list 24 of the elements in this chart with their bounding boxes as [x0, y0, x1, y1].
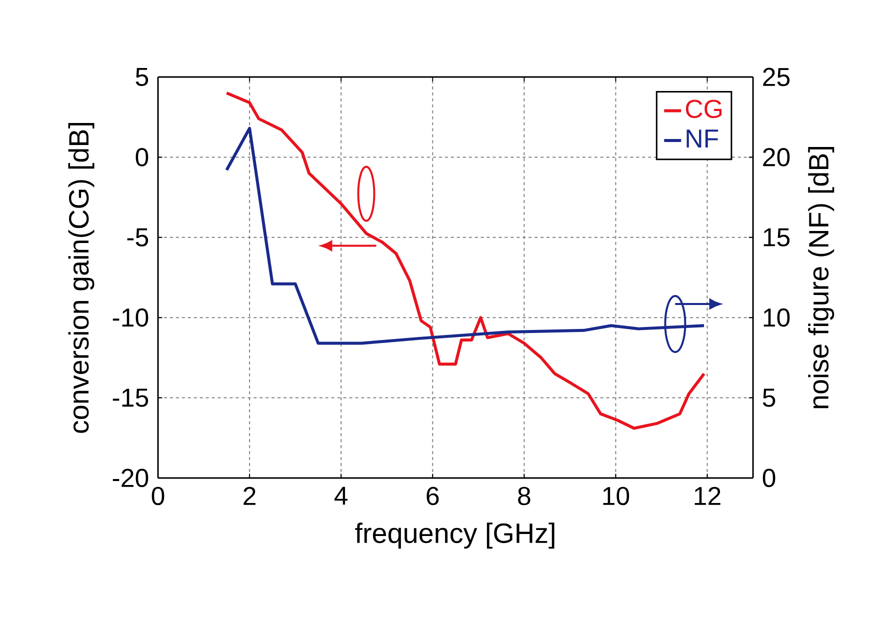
y2-tick-label: 25: [763, 68, 790, 86]
legend-label: CG: [686, 100, 722, 118]
x-tick-label: 8: [518, 486, 530, 506]
x-tick-label: 12: [694, 486, 720, 505]
y-tick-label: -5: [127, 228, 148, 246]
x-axis-title: frequency [GHz]: [355, 522, 554, 549]
y-tick-label: 0: [136, 148, 148, 166]
y-tick-label: 5: [136, 68, 148, 86]
y-axis-title: conversion gain(CG) [dB]: [68, 122, 94, 433]
y-tick-label: -10: [112, 308, 148, 327]
y-tick-label: -20: [112, 468, 148, 488]
x-tick-label: 10: [603, 486, 630, 506]
y2-tick-label: 10: [764, 308, 790, 327]
x-tick-label: 6: [426, 486, 439, 506]
x-tick-label: 0: [152, 486, 164, 506]
y2-tick-label: 20: [763, 148, 790, 166]
y2-tick-label: 0: [762, 468, 776, 488]
legend-label: NF: [686, 130, 718, 148]
x-tick-label: 4: [334, 486, 348, 505]
y2-tick-label: 5: [762, 388, 776, 407]
y2-axis-title: noise figure (NF) [dB]: [808, 146, 834, 408]
y-tick-label: -15: [112, 388, 148, 407]
y2-tick-label: 15: [764, 228, 790, 246]
x-tick-label: 2: [244, 486, 256, 505]
